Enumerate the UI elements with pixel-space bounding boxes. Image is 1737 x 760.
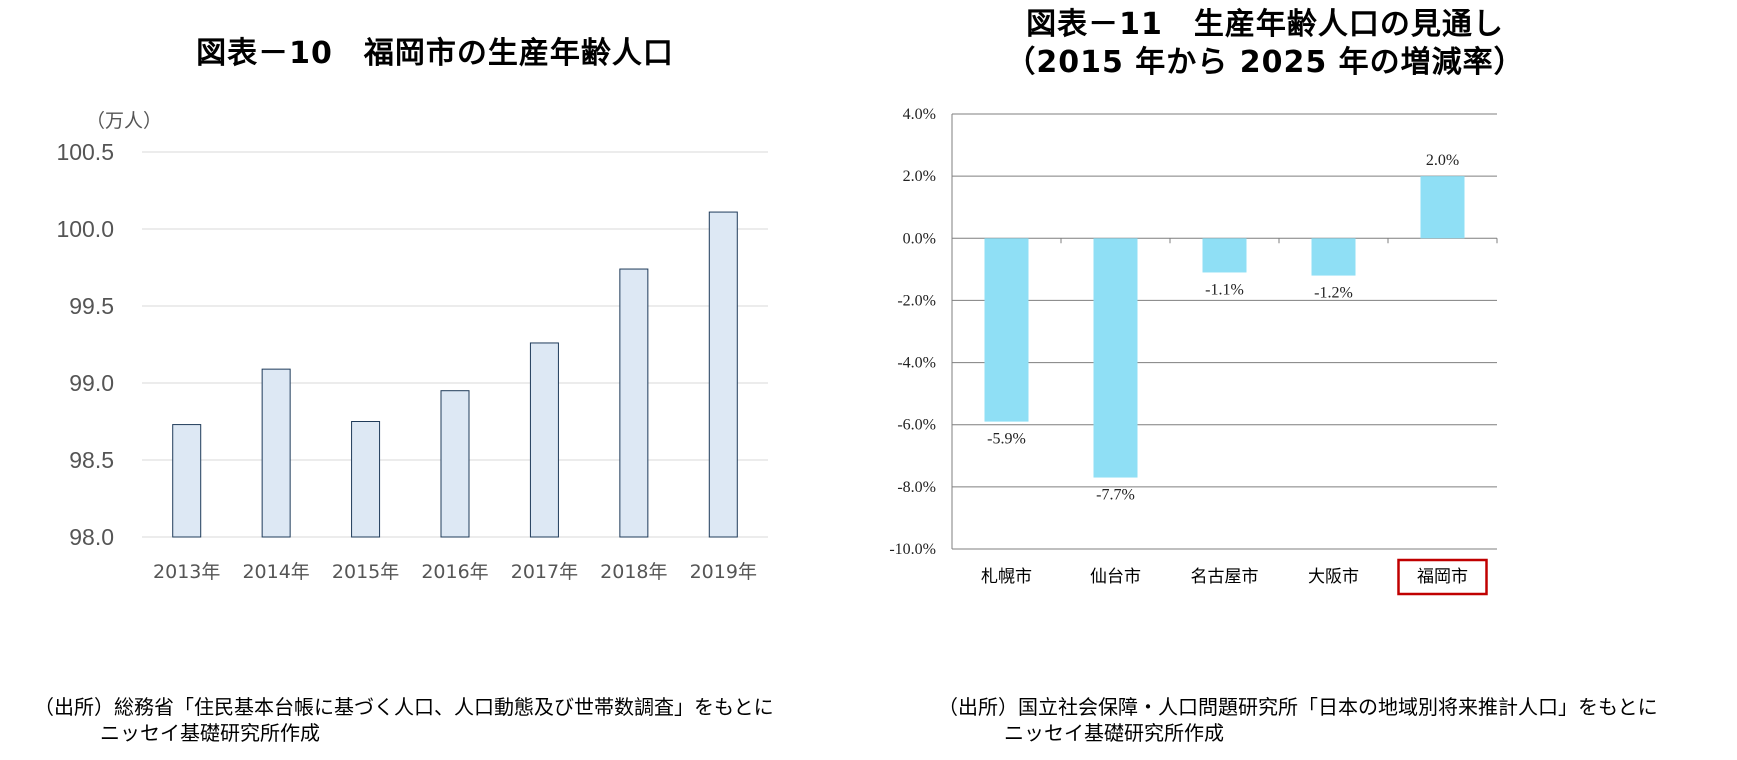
y-tick-label: -6.0% (897, 417, 936, 434)
x-tick-label: 福岡市 (1417, 567, 1468, 587)
x-tick-label: 2016年 (421, 561, 488, 583)
chart-title: 図表－10 福岡市の生産年齢人口 (196, 36, 674, 71)
y-tick-label: 98.0 (69, 524, 114, 550)
bar (1420, 176, 1465, 239)
bar (1202, 238, 1247, 273)
y-tick-label: 100.0 (56, 216, 114, 242)
bar (440, 390, 470, 538)
chart-title-line-2: （2015 年から 2025 年の増減率） (1005, 45, 1525, 80)
y-tick-label: -2.0% (897, 292, 936, 309)
x-tick-label: 2015年 (332, 561, 399, 583)
x-tick-label: 2017年 (511, 561, 578, 583)
source-line-2: ニッセイ基礎研究所作成 (100, 721, 320, 745)
bar-chart-outlook: 4.0% 2.0% 0.0% -2.0% -4.0% -6.0% -8.0% -10.0% -5… (889, 106, 1498, 596)
data-label: -1.2% (1314, 285, 1353, 302)
x-tick-label: 仙台市 (1090, 567, 1141, 587)
x-tick-label: 名古屋市 (1191, 567, 1259, 587)
source-line-2: ニッセイ基礎研究所作成 (1004, 721, 1224, 745)
x-tick-label: 札幌市 (981, 567, 1032, 587)
bar (529, 342, 559, 538)
y-tick-label: 99.0 (69, 370, 114, 396)
bar (708, 211, 738, 538)
y-tick-label: 100.5 (56, 139, 114, 165)
source-note: （出所）総務省「住民基本台帳に基づく人口、人口動態及び世帯数調査」をもとに ニッ… (34, 694, 774, 746)
x-tick-label: 大阪市 (1308, 567, 1359, 587)
bar (1311, 238, 1356, 276)
y-axis-unit: （万人） (86, 110, 162, 132)
chart-panel-outlook: 図表－11 生産年齢人口の見通し （2015 年から 2025 年の増減率） 4… (870, 0, 1737, 760)
x-tick-label: 2018年 (600, 561, 667, 583)
y-tick-label: 0.0% (903, 230, 936, 247)
y-tick-label: -10.0% (889, 541, 936, 558)
chart-title-line-1: 図表－11 生産年齢人口の見通し (1026, 7, 1504, 42)
data-label: -1.1% (1205, 281, 1244, 298)
y-tick-label: 4.0% (903, 106, 936, 123)
source-line-1: （出所）総務省「住民基本台帳に基づく人口、人口動態及び世帯数調査」をもとに (34, 695, 774, 719)
y-tick-label: 2.0% (903, 168, 936, 185)
bar (1093, 238, 1138, 478)
y-tick-label: -4.0% (897, 355, 936, 372)
highlight-box (1397, 558, 1488, 596)
data-label: 2.0% (1426, 152, 1459, 169)
bar (619, 268, 649, 538)
x-tick-label: 2013年 (153, 561, 220, 583)
y-tick-label: -8.0% (897, 479, 936, 496)
bar (172, 424, 202, 538)
bar-chart-population: 98.0 98.5 99.0 99.5 100.0 100.5 （万人） 2013年 2014年… (56, 110, 768, 583)
y-tick-label: 99.5 (69, 293, 114, 319)
bar (351, 421, 381, 538)
source-note: （出所）国立社会保障・人口問題研究所「日本の地域別将来推計人口」をもとに ニッセ… (938, 694, 1658, 746)
x-tick-label: 2014年 (242, 561, 309, 583)
bar (261, 368, 291, 538)
data-label: -7.7% (1096, 487, 1135, 504)
bar (984, 238, 1029, 422)
x-tick-label: 2019年 (690, 561, 757, 583)
data-label: -5.9% (987, 431, 1026, 448)
y-tick-label: 98.5 (69, 447, 114, 473)
chart-panel-population: 図表－10 福岡市の生産年齢人口 98.0 98.5 99.0 99.5 100.0 10… (34, 36, 774, 746)
chart-title: 図表－11 生産年齢人口の見通し （2015 年から 2025 年の増減率） (870, 6, 1660, 82)
source-line-1: （出所）国立社会保障・人口問題研究所「日本の地域別将来推計人口」をもとに (938, 695, 1658, 719)
